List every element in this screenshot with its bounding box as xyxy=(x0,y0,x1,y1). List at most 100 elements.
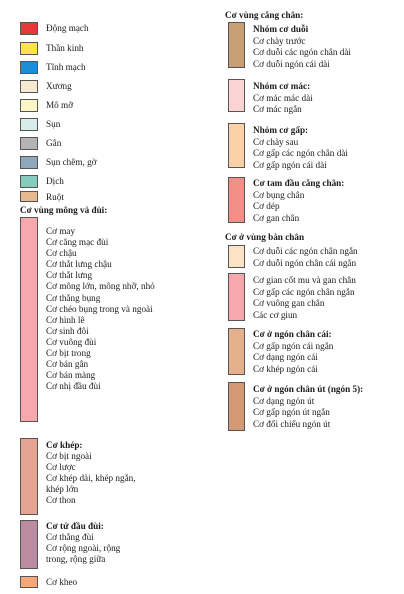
list-item: Cơ rộng ngoài, rộng xyxy=(46,543,121,554)
list-item: Cơ mông lớn, mông nhỡ, nhỏ xyxy=(46,281,155,292)
foot-group: Cơ ở ngón chân cái: Cơ gấp ngón cái ngắn C… xyxy=(253,330,333,376)
adductor-list: Cơ bịt ngoài Cơ lược Cơ khép dài, khép ngắ… xyxy=(46,451,136,507)
legend-swatch xyxy=(20,175,38,188)
list-item: Cơ chậu xyxy=(46,248,77,259)
foot-group-item: Cơ dạng ngón út xyxy=(253,395,315,406)
legend-swatch xyxy=(20,99,38,112)
hip-thigh-list: Cơ may Cơ căng mạc đùi Cơ chậu Cơ thắt lưng… xyxy=(46,226,155,393)
legend-swatch xyxy=(20,42,38,55)
leg-group-swatch xyxy=(228,123,245,168)
adductor-title: Cơ khép: xyxy=(46,440,83,450)
foot-group: Cơ ở ngón chân út (ngón 5): Cơ dạng ngón … xyxy=(253,385,363,431)
list-item: Cơ căng mạc đùi xyxy=(46,237,109,248)
leg-group-item: Cơ gấp các ngón chân dài xyxy=(253,148,348,159)
foot-group-item: Cơ gấp ngón út ngắn xyxy=(253,407,330,418)
legend-swatch xyxy=(20,80,38,93)
list-item: Cơ khép dài, khép ngắn, xyxy=(46,473,136,484)
leg-group-item: Cơ mác ngắn xyxy=(253,104,302,115)
foot-group-item: Cơ đối chiếu ngón út xyxy=(253,418,331,429)
foot-group-item: Cơ khép ngón cái xyxy=(253,363,318,374)
list-item: Cơ nhị đầu đùi xyxy=(46,381,101,392)
hip-thigh-title: Cơ vùng mông và đùi: xyxy=(20,205,108,215)
leg-group-title: Nhóm cơ duỗi xyxy=(253,24,309,34)
adductor-block: Cơ khép: Cơ bịt ngoài Cơ lược Cơ khép dài,… xyxy=(46,440,136,508)
list-item: trong, rộng giữa xyxy=(46,554,106,565)
quadriceps-block: Cơ tứ đầu đùi: Cơ thẳng đùi Cơ rộng ngoài… xyxy=(46,521,121,566)
list-item: Cơ thắt lưng chậu xyxy=(46,259,112,270)
leg-group: Nhóm cơ duỗi Cơ chày trước Cơ duỗi các ngó… xyxy=(253,25,351,71)
quadriceps-swatch xyxy=(20,520,38,569)
list-item: Cơ may xyxy=(46,226,76,236)
leg-group-item: Cơ dép xyxy=(253,201,280,212)
legend-swatch xyxy=(20,137,38,150)
list-item: Cơ thắt lưng xyxy=(46,270,93,281)
list-item: Cơ thon xyxy=(46,495,76,506)
legend-swatch xyxy=(20,118,38,131)
foot-group-item: Cơ gấp ngón cái ngắn xyxy=(253,340,334,351)
legend-swatch xyxy=(20,191,38,202)
legend-label: Dịch xyxy=(46,176,64,186)
list-item: Cơ bán gân xyxy=(46,359,89,370)
foot-group-item: Cơ vuông gan chân xyxy=(253,298,325,309)
foot-group-item: Cơ dạng ngón cái xyxy=(253,352,318,363)
foot-group-item: Cơ gấp các ngón chân ngắn xyxy=(253,286,355,297)
legend-label: Sụn chêm, gờ xyxy=(46,157,97,167)
leg-group-item: Cơ bụng chân xyxy=(253,189,305,200)
foot-group-swatch xyxy=(228,245,245,268)
list-item: Cơ bịt ngoài xyxy=(46,451,92,462)
foot-group-item: Cơ gian cốt mu và gan chân xyxy=(253,275,356,285)
leg-group-item: Cơ duỗi các ngón chân dài xyxy=(253,47,351,58)
foot-group-title: Cơ ở ngón chân cái: xyxy=(253,329,332,339)
legend-label: Thần kinh xyxy=(46,43,84,53)
leg-group-title: Cơ tam đầu cẳng chân: xyxy=(253,178,345,188)
list-item: Cơ vuông đùi xyxy=(46,336,97,347)
leg-group-item: Cơ duỗi ngón cái dài xyxy=(253,58,330,69)
leg-group: Nhóm cơ gấp: Cơ chày sau Cơ gấp các ngón c… xyxy=(253,126,348,172)
leg-group-swatch xyxy=(228,177,245,223)
legend-label: Sụn xyxy=(46,119,61,129)
legend-swatch xyxy=(20,156,38,169)
leg-group-swatch xyxy=(228,79,245,112)
leg-group-swatch xyxy=(228,22,245,68)
legend-label: Ruột xyxy=(46,192,64,202)
list-item: Cơ bán màng xyxy=(46,370,96,381)
legend-label: Xương xyxy=(46,81,72,91)
leg-group-item: Cơ gấp ngón cái dài xyxy=(253,159,327,170)
foot-group-swatch xyxy=(228,328,245,375)
leg-group: Cơ tam đầu cẳng chân: Cơ bụng chân Cơ dép C… xyxy=(253,179,344,225)
popliteus-swatch xyxy=(20,576,38,588)
list-item: Cơ hình lê xyxy=(46,314,85,325)
leg-group-item: Cơ chày sau xyxy=(253,136,299,147)
foot-group-item: Cơ duỗi ngón chân cái ngắn xyxy=(253,257,357,268)
legend-swatch xyxy=(20,22,38,35)
popliteus-label: Cơ kheo xyxy=(46,577,78,587)
list-item: Cơ lược xyxy=(46,462,76,473)
leg-group-item: Cơ chày trước xyxy=(253,35,306,46)
foot-group-item: Các cơ giun xyxy=(253,309,298,320)
leg-group-title: Nhóm cơ gấp: xyxy=(253,125,309,135)
legend-label: Tĩnh mạch xyxy=(46,62,86,72)
list-item: Cơ chéo bụng trong và ngoài xyxy=(46,303,153,314)
quadriceps-list: Cơ thẳng đùi Cơ rộng ngoài, rộng trong, rộ… xyxy=(46,532,121,566)
list-item: khép lớn xyxy=(46,484,79,495)
foot-group-swatch xyxy=(228,273,245,321)
leg-title: Cơ vùng cẳng chân: xyxy=(225,10,304,20)
leg-group: Nhóm cơ mác: Cơ mác mác dài Cơ mác ngắn xyxy=(253,82,313,117)
hip-thigh-swatch xyxy=(20,217,38,422)
list-item: Cơ thắng bụng xyxy=(46,292,101,303)
foot-group-title: Cơ ở ngón chân út (ngón 5): xyxy=(253,384,364,394)
quadriceps-title: Cơ tứ đầu đùi: xyxy=(46,521,104,531)
foot-group: Cơ gian cốt mu và gan chân Cơ gấp các ngó… xyxy=(253,276,356,322)
foot-group-item: Cơ duỗi các ngón chân ngắn xyxy=(253,246,358,256)
list-item: Cơ sinh đôi xyxy=(46,325,89,336)
list-item: Cơ bịt trong xyxy=(46,348,91,359)
legend-swatch xyxy=(20,61,38,74)
leg-group-title: Nhóm cơ mác: xyxy=(253,81,311,91)
foot-group: Cơ duỗi các ngón chân ngắn Cơ duỗi ngón c… xyxy=(253,247,358,270)
foot-group-swatch xyxy=(228,382,245,431)
adductor-swatch xyxy=(20,438,38,515)
legend-label: Động mạch xyxy=(46,23,89,33)
leg-group-item: Cơ gan chân xyxy=(253,212,300,223)
foot-title: Cơ ở vùng bàn chân xyxy=(225,232,305,242)
legend-label: Mô mỡ xyxy=(46,100,74,110)
